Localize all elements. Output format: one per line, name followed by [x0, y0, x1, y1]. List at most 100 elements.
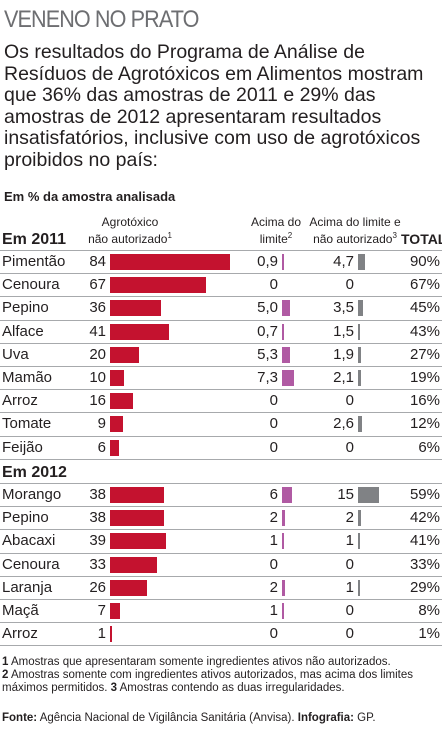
above-limit-value: 7,3: [257, 369, 278, 386]
row-divider: [0, 296, 442, 298]
both-value: 0: [345, 392, 354, 410]
row-divider: [0, 552, 442, 554]
both-value: 1,5: [333, 322, 354, 340]
table-row: Arroz 1 0 0 1%: [0, 623, 442, 646]
crop-name: Pimentão: [2, 253, 66, 270]
above-limit-bar: [282, 254, 284, 270]
table-row: Feijão 6 0 0 6%: [0, 437, 442, 460]
crop-name: Abacaxi: [2, 532, 56, 550]
table-row: Pimentão 84 0,9 4,7 90%: [0, 251, 442, 274]
crop-name: Alface: [2, 322, 44, 340]
table-row: Morango 38 6 15 59%: [0, 484, 442, 507]
crop-name: Tomate: [2, 415, 52, 433]
unauthorized-bar: [110, 346, 139, 363]
row-divider: [0, 483, 442, 484]
above-limit-value: 6: [269, 486, 278, 503]
table-row: Pepino 38 2 2 42%: [0, 507, 442, 530]
row-divider: [0, 319, 442, 321]
row-divider: [0, 645, 442, 647]
unauthorized-bar: [110, 439, 119, 456]
both-bar: [358, 533, 360, 550]
unauthorized-value: 39: [89, 532, 106, 550]
total-value: 43%: [409, 322, 440, 340]
above-limit-bar: [282, 510, 286, 527]
unauthorized-bar: [110, 254, 230, 270]
unauthorized-bar: [110, 579, 148, 596]
row-divider: [0, 435, 442, 437]
crop-name: Cenoura: [2, 555, 60, 573]
unauthorized-value: 16: [89, 392, 106, 410]
both-bar: [358, 370, 361, 386]
unauthorized-value: 41: [89, 322, 106, 340]
above-limit-value: 0: [269, 438, 278, 456]
crop-name: Uva: [2, 345, 29, 363]
footnote-1: 1 Amostras que apresentaram somente ingr…: [2, 656, 391, 668]
both-bar: [358, 346, 361, 363]
row-divider: [0, 622, 442, 624]
unauthorized-value: 67: [89, 276, 106, 294]
total-value: 33%: [409, 555, 440, 573]
unauthorized-bar: [110, 556, 158, 573]
crop-name: Pepino: [2, 299, 49, 317]
crop-name: Mamão: [2, 369, 53, 386]
above-limit-value: 5,3: [257, 345, 278, 363]
footnotes: 1 Amostras que apresentaram somente ingr…: [2, 656, 442, 695]
row-divider: [0, 389, 442, 391]
unauthorized-value: 20: [89, 345, 106, 363]
table-row: Pepino 36 5,0 3,5 45%: [0, 297, 442, 320]
crop-name: Laranja: [2, 578, 53, 596]
column-header-unauthorized: Agrotóxico não autorizado1: [88, 215, 172, 246]
both-value: 0: [345, 625, 354, 643]
page-title: VENENO NO PRATO: [4, 6, 199, 33]
column-header-both: Acima do limite e não autorizado3: [309, 215, 401, 246]
unauthorized-bar: [110, 323, 169, 340]
both-value: 4,7: [333, 253, 354, 270]
both-bar: [358, 254, 365, 270]
table-row: Cenoura 33 0 0 33%: [0, 554, 442, 577]
both-bar: [358, 323, 361, 340]
row-divider: [0, 273, 442, 275]
table-row: Maçã 7 1 0 8%: [0, 600, 442, 623]
above-limit-value: 0: [269, 555, 278, 573]
total-value: 90%: [409, 253, 440, 270]
crop-name: Arroz: [2, 625, 38, 643]
unauthorized-bar: [110, 393, 133, 410]
table-row: Mamão 10 7,3 2,1 19%: [0, 367, 442, 390]
above-limit-value: 1: [269, 532, 278, 550]
total-value: 16%: [409, 392, 440, 410]
table-row: Tomate 9 0 2,6 12%: [0, 413, 442, 436]
above-limit-value: 0: [269, 392, 278, 410]
both-value: 0: [345, 555, 354, 573]
source-line: Fonte: Agência Nacional de Vigilância Sa…: [2, 712, 376, 724]
above-limit-value: 0: [269, 625, 278, 643]
both-value: 15: [337, 486, 354, 503]
both-value: 0: [345, 276, 354, 294]
unauthorized-value: 10: [89, 369, 106, 386]
unauthorized-value: 33: [89, 555, 106, 573]
total-value: 27%: [409, 345, 440, 363]
total-value: 29%: [409, 578, 440, 596]
intro-text: Os resultados do Programa de Análise de …: [4, 41, 424, 171]
unauthorized-bar: [110, 487, 165, 503]
crop-name: Arroz: [2, 392, 38, 410]
row-divider: [0, 458, 442, 460]
both-value: 2: [345, 509, 354, 527]
footnote-2-3: 2 Amostras somente com ingredientes ativ…: [2, 669, 413, 694]
above-limit-value: 2: [269, 578, 278, 596]
total-value: 59%: [409, 486, 440, 503]
total-value: 42%: [409, 509, 440, 527]
crop-name: Cenoura: [2, 276, 60, 294]
table-row: Abacaxi 39 1 1 41%: [0, 530, 442, 553]
above-limit-bar: [282, 300, 290, 317]
unauthorized-bar: [110, 277, 206, 294]
both-value: 0: [345, 602, 354, 619]
both-bar: [358, 416, 362, 433]
above-limit-bar: [282, 603, 284, 619]
unauthorized-value: 36: [89, 299, 106, 317]
above-limit-value: 1: [269, 602, 278, 619]
column-header-above-limit: Acima do limite2: [250, 215, 302, 246]
table-row: Cenoura 67 0 0 67%: [0, 274, 442, 297]
row-divider: [0, 366, 442, 367]
above-limit-value: 2: [269, 509, 278, 527]
both-value: 3,5: [333, 299, 354, 317]
